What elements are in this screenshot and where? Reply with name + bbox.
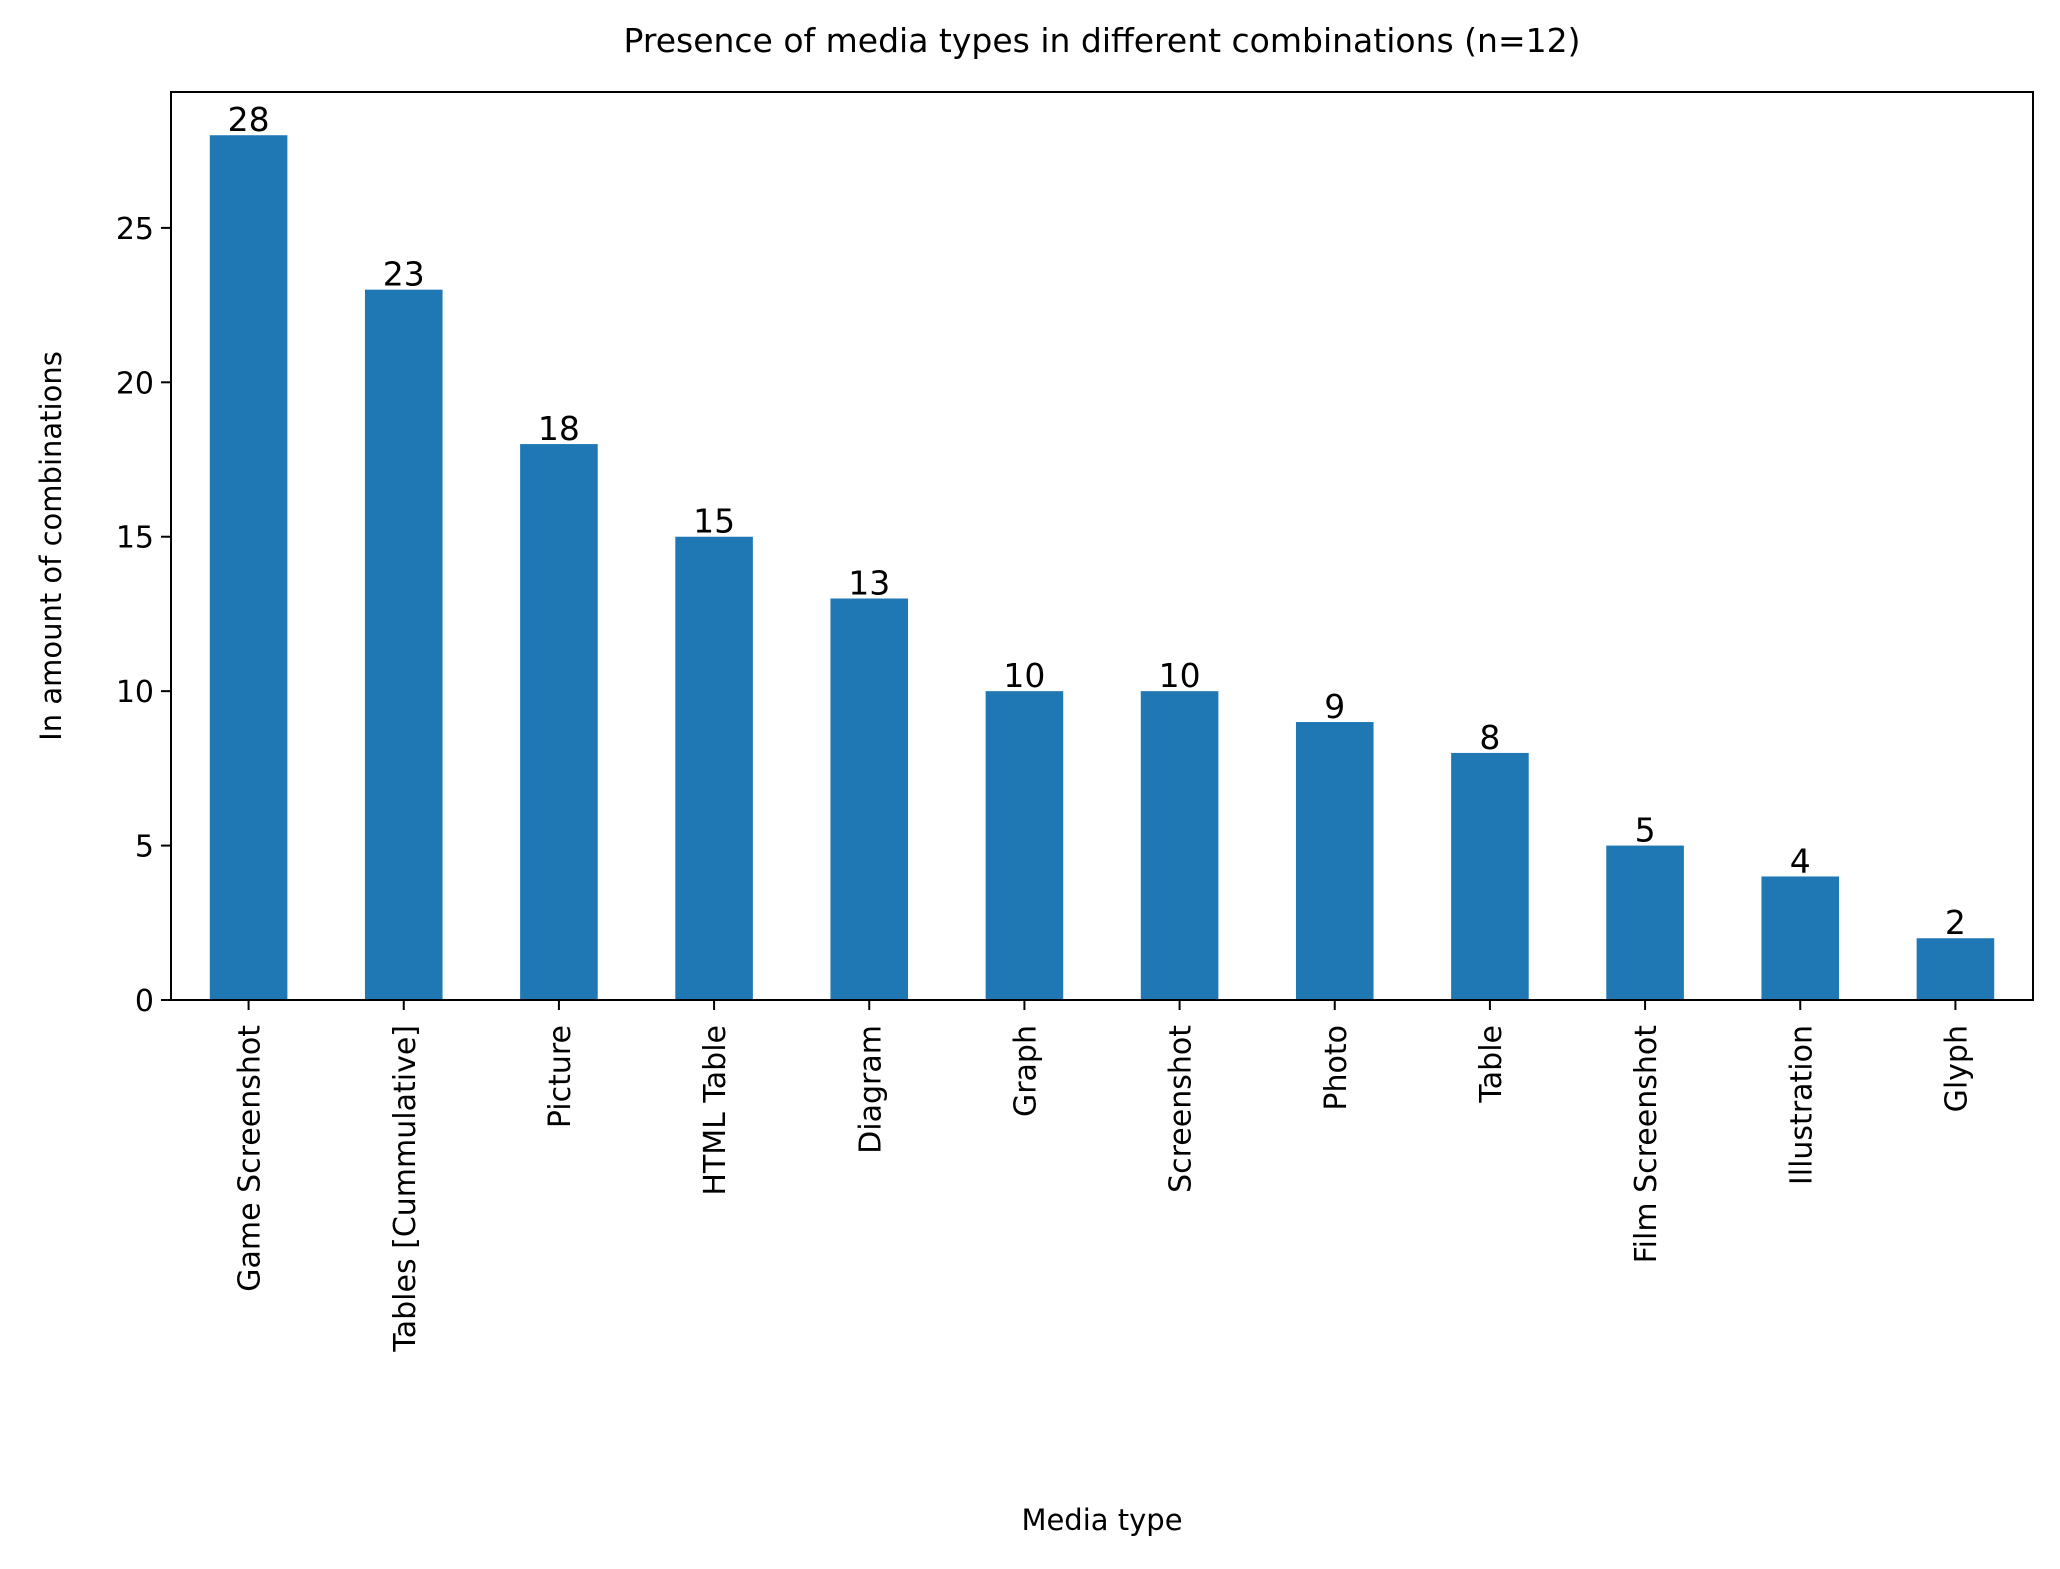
bar xyxy=(209,135,288,1000)
y-tick-label: 15 xyxy=(116,521,154,556)
data-label: 13 xyxy=(848,564,890,603)
x-tick-label: Graph xyxy=(1008,1025,1043,1117)
data-label: 4 xyxy=(1790,841,1811,880)
data-label: 28 xyxy=(228,100,270,139)
data-label: 10 xyxy=(1003,656,1045,695)
bar xyxy=(1295,722,1374,1000)
y-tick-label: 5 xyxy=(135,830,154,865)
y-tick-label: 0 xyxy=(135,984,154,1019)
x-tick-label: Photo xyxy=(1319,1025,1354,1111)
x-tick-label: Illustration xyxy=(1784,1025,1819,1185)
bar xyxy=(1761,876,1840,1000)
x-tick-label: Table xyxy=(1474,1025,1509,1104)
data-label: 5 xyxy=(1635,811,1656,850)
bar xyxy=(830,598,909,1000)
data-label: 18 xyxy=(538,409,580,448)
bar xyxy=(1916,938,1995,1000)
x-tick-label: Glyph xyxy=(1939,1025,1974,1112)
x-tick-label: Game Screenshot xyxy=(233,1025,268,1292)
data-label: 23 xyxy=(383,255,425,294)
x-axis: Game Screenshot Tables [Cummulative] Pictu… xyxy=(233,1000,1974,1353)
plot-frame xyxy=(170,91,2034,1001)
data-label: 10 xyxy=(1159,656,1201,695)
x-axis-label: Media type xyxy=(1021,1503,1182,1537)
data-labels-layer: 28 23 18 15 13 10 10 9 8 5 4 2 xyxy=(228,100,1966,942)
x-tick-label: Screenshot xyxy=(1164,1025,1199,1193)
x-tick-label: Picture xyxy=(543,1025,578,1128)
x-tick-label: HTML Table xyxy=(698,1025,733,1196)
bar xyxy=(1606,845,1684,1000)
data-label: 15 xyxy=(693,502,735,541)
x-tick-label: Tables [Cummulative] xyxy=(388,1025,423,1353)
bar xyxy=(520,444,598,1000)
y-tick-label: 20 xyxy=(116,366,154,401)
data-label: 2 xyxy=(1945,903,1966,942)
data-label: 9 xyxy=(1324,687,1345,726)
y-tick-label: 10 xyxy=(116,675,154,710)
bar xyxy=(675,536,753,1000)
y-tick-label: 25 xyxy=(116,212,154,247)
bar xyxy=(1140,691,1219,1000)
bar xyxy=(985,691,1064,1000)
bar xyxy=(1451,752,1529,1000)
x-tick-label: Diagram xyxy=(853,1025,888,1154)
y-axis: 0 5 10 15 20 25 xyxy=(116,212,171,1019)
data-label: 8 xyxy=(1479,718,1500,757)
bar xyxy=(364,289,443,1000)
chart-title: Presence of media types in different com… xyxy=(624,21,1581,60)
bars-layer xyxy=(209,135,1995,1000)
x-tick-label: Film Screenshot xyxy=(1629,1025,1664,1264)
y-axis-label: In amount of combinations xyxy=(34,351,68,741)
